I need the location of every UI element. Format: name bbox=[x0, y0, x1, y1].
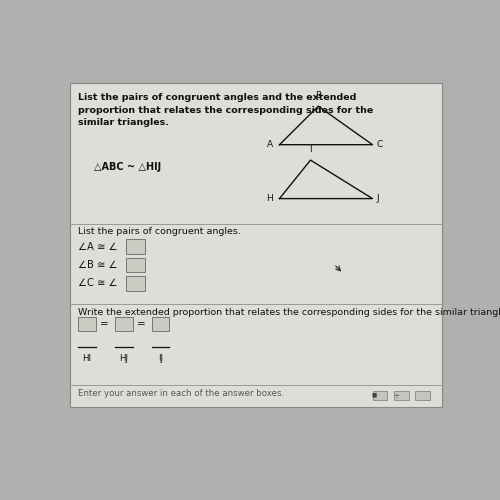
Text: J: J bbox=[377, 194, 380, 203]
FancyBboxPatch shape bbox=[126, 240, 145, 254]
FancyBboxPatch shape bbox=[115, 317, 132, 332]
Text: HJ: HJ bbox=[119, 354, 128, 363]
Text: =: = bbox=[137, 319, 145, 329]
Text: A: A bbox=[267, 140, 274, 149]
Text: C: C bbox=[377, 140, 383, 149]
FancyBboxPatch shape bbox=[394, 391, 408, 400]
Text: ÷: ÷ bbox=[393, 392, 398, 398]
Text: IJ: IJ bbox=[158, 354, 163, 363]
Text: List the pairs of congruent angles.: List the pairs of congruent angles. bbox=[78, 228, 241, 236]
Text: B: B bbox=[315, 91, 322, 100]
Text: ∠B ≅ ∠: ∠B ≅ ∠ bbox=[78, 260, 118, 270]
Text: Write the extended proportion that relates the corresponding sides for the simil: Write the extended proportion that relat… bbox=[78, 308, 500, 318]
Text: I: I bbox=[309, 145, 312, 154]
Text: =: = bbox=[100, 319, 108, 329]
FancyBboxPatch shape bbox=[152, 317, 170, 332]
Text: List the pairs of congruent angles and the extended
proportion that relates the : List the pairs of congruent angles and t… bbox=[78, 92, 373, 128]
FancyBboxPatch shape bbox=[126, 258, 145, 272]
Text: △ABC ~ △HIJ: △ABC ~ △HIJ bbox=[94, 162, 160, 172]
Text: Enter your answer in each of the answer boxes.: Enter your answer in each of the answer … bbox=[78, 389, 284, 398]
Text: HI: HI bbox=[82, 354, 92, 363]
Text: H: H bbox=[266, 194, 274, 203]
FancyBboxPatch shape bbox=[415, 391, 430, 400]
Text: ∠A ≅ ∠: ∠A ≅ ∠ bbox=[78, 242, 118, 252]
Text: ∠C ≅ ∠: ∠C ≅ ∠ bbox=[78, 278, 118, 288]
FancyBboxPatch shape bbox=[70, 83, 442, 406]
FancyBboxPatch shape bbox=[78, 317, 96, 332]
Text: ■: ■ bbox=[372, 393, 377, 398]
FancyBboxPatch shape bbox=[372, 391, 387, 400]
FancyBboxPatch shape bbox=[126, 276, 145, 290]
